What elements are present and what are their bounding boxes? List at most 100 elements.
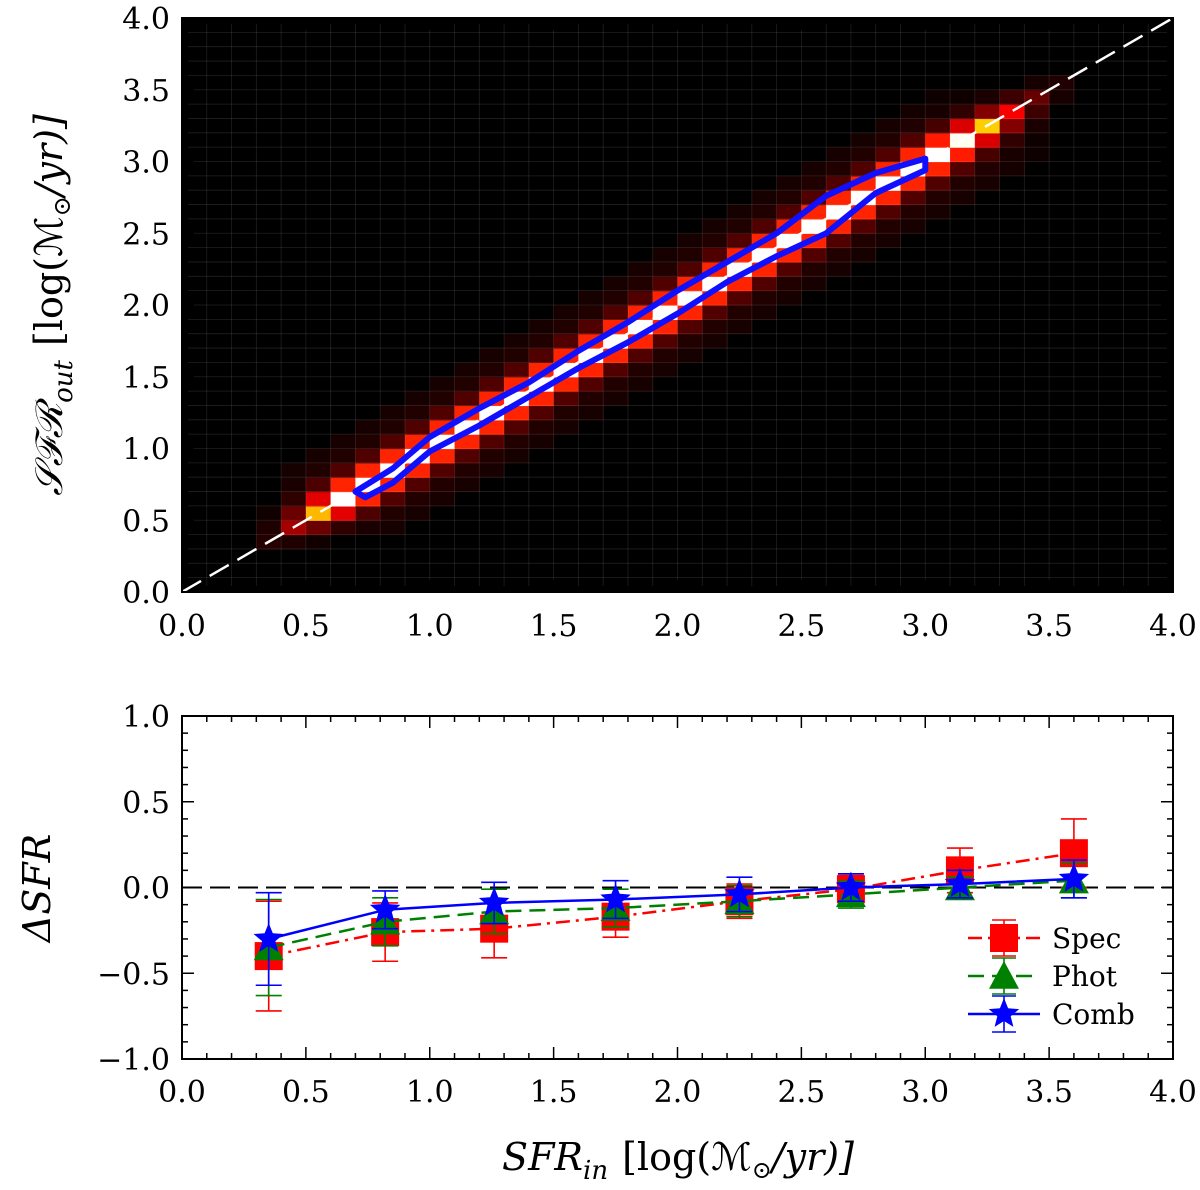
top-x-tick-labels: 0.0 0.5 1.0 1.5 2.0 2.5 3.0 3.5 4.0	[158, 609, 1197, 644]
heatmap-cell	[702, 333, 728, 349]
y-tick-label: 2.5	[122, 217, 170, 252]
x-tick-label: 2.5	[778, 1075, 826, 1110]
heatmap-cell	[652, 276, 679, 292]
heatmap-cell	[603, 362, 629, 378]
heatmap-cell	[454, 477, 480, 493]
heatmap-cell	[1024, 75, 1050, 91]
heatmap-cell	[429, 477, 456, 493]
x-tick-label: 0.5	[282, 609, 330, 644]
bottom-series	[253, 818, 1090, 1012]
heatmap-cell	[429, 405, 456, 421]
heatmap-cell	[528, 348, 555, 363]
marker-comb	[369, 893, 401, 923]
y-tick-label: 0.5	[122, 786, 170, 821]
bottom-y-axis-title: ΔSFR	[15, 834, 59, 944]
heatmap-cell	[454, 462, 480, 478]
bottom-panel: 0.0 0.5 1.0 1.5 2.0 2.5 3.0 3.5 4.0 1.0 0.5 0.0 −0.…	[15, 700, 1197, 1186]
heatmap-cell	[925, 190, 951, 206]
legend-label-comb: Comb	[1052, 998, 1135, 1031]
heatmap-cell	[578, 319, 604, 335]
y-tick-label: 0.5	[122, 504, 170, 539]
heatmap-cell	[900, 118, 926, 134]
heatmap-cell	[380, 505, 406, 521]
heatmap-cell	[504, 434, 530, 450]
heatmap-cell	[429, 391, 456, 407]
legend-marker-spec	[990, 924, 1018, 952]
heatmap-cell	[281, 477, 307, 493]
heatmap-cell	[850, 132, 877, 148]
heatmap-cell	[429, 448, 456, 464]
heatmap-cell	[454, 362, 480, 378]
heatmap-cell	[578, 376, 604, 392]
legend-entry-spec: Spec	[968, 919, 1121, 957]
heatmap-cell	[355, 419, 381, 435]
heatmap-cell	[974, 147, 1001, 163]
heatmap-cell	[627, 376, 654, 392]
heatmap-cell	[875, 233, 902, 249]
heatmap-cell	[256, 505, 282, 521]
top-y-title-main: 𝒮ℱℛ	[27, 397, 71, 495]
heatmap-cell	[528, 333, 555, 349]
heatmap-cell	[305, 520, 332, 536]
heatmap-cell	[727, 204, 753, 220]
heatmap-cell	[974, 161, 1001, 177]
heatmap-cell	[553, 319, 579, 335]
top-y-title-unit: [log(ℳ	[27, 216, 71, 346]
y-tick-label: 1.0	[122, 700, 170, 735]
heatmap-cell	[305, 534, 332, 550]
top-panel: 0.0 0.5 1.0 1.5 2.0 2.5 3.0 3.5 4.0 0.0 0.5 1.0 1.5…	[27, 2, 1197, 644]
heatmap-cell	[528, 319, 555, 335]
x-tick-label: 1.0	[406, 609, 454, 644]
bottom-x-title-sub: in	[583, 1156, 608, 1186]
heatmap-cell	[925, 89, 951, 105]
heatmap-cell	[1024, 104, 1050, 120]
heatmap-cell	[900, 104, 926, 120]
heatmap-cell	[826, 147, 852, 163]
heatmap-cell	[305, 477, 332, 493]
heatmap-cell	[826, 233, 852, 249]
heatmap-cell	[504, 448, 530, 464]
heatmap-cell	[999, 161, 1025, 177]
heatmap-cell	[528, 419, 555, 435]
heatmap-cell	[355, 434, 381, 450]
heatmap-cell	[776, 190, 802, 206]
heatmap-cell	[578, 391, 604, 407]
y-tick-label: −1.0	[97, 1043, 170, 1078]
heatmap-cell	[652, 333, 679, 349]
heatmap-cell	[281, 534, 307, 550]
heatmap-cell	[999, 118, 1025, 134]
x-tick-label: 3.5	[1025, 609, 1073, 644]
heatmap-cell	[727, 305, 753, 320]
bottom-x-title-sun: ⊙	[752, 1156, 772, 1184]
heatmap-cell	[627, 290, 654, 306]
heatmap-cell	[603, 290, 629, 306]
marker-comb	[724, 878, 755, 908]
heatmap-cell	[875, 218, 902, 234]
heatmap-cell	[751, 305, 778, 320]
series-comb	[253, 859, 1090, 987]
heatmap-cell	[850, 218, 877, 234]
y-tick-label: 4.0	[122, 2, 170, 37]
y-tick-label: 1.5	[122, 361, 170, 396]
heatmap-cell	[751, 290, 778, 306]
heatmap-cell	[850, 147, 877, 163]
heatmap-cell	[355, 448, 381, 464]
heatmap-cell	[404, 477, 431, 493]
heatmap-cell	[875, 204, 902, 220]
heatmap-cell	[578, 405, 604, 421]
heatmap-cell	[404, 405, 431, 421]
x-tick-label: 1.5	[530, 609, 578, 644]
heatmap-cell	[727, 218, 753, 234]
heatmap-cell	[850, 233, 877, 249]
heatmap-cell	[974, 132, 1001, 148]
x-tick-label: 0.5	[282, 1075, 330, 1110]
y-tick-label: 0.0	[122, 576, 170, 611]
heatmap-cell	[677, 247, 703, 263]
heatmap-cell	[875, 132, 902, 148]
heatmap-cell	[900, 218, 926, 234]
heatmap-cell	[727, 233, 753, 249]
bottom-x-tick-labels: 0.0 0.5 1.0 1.5 2.0 2.5 3.0 3.5 4.0	[158, 1075, 1197, 1110]
heatmap-cell	[677, 319, 703, 335]
heatmap-cell	[355, 462, 381, 478]
heatmap-cell	[776, 261, 802, 277]
